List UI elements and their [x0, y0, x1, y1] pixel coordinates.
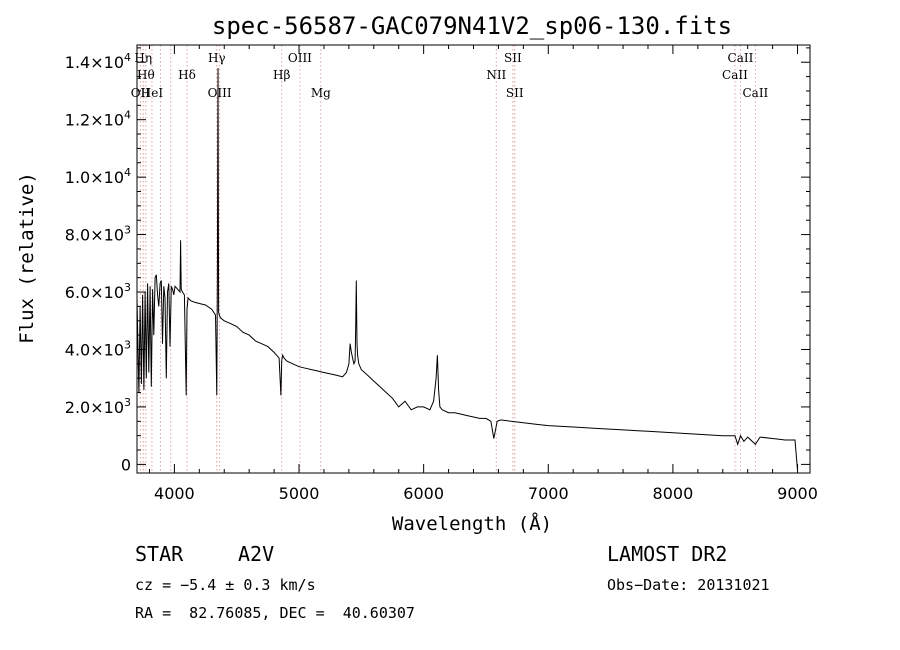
spectrum-series-line: [136, 67, 798, 471]
line-label: NII: [486, 68, 506, 82]
line-label: OIII: [288, 51, 312, 65]
line-label: Hγ: [208, 51, 226, 65]
x-tick-label: 4000: [154, 484, 195, 503]
survey-name: LAMOST DR2: [607, 542, 728, 566]
line-label: Hβ: [273, 68, 290, 82]
object-type: STAR: [135, 542, 184, 566]
line-label: CaII: [722, 68, 748, 82]
line-label: CaII: [742, 86, 768, 100]
line-label: Hθ: [137, 68, 155, 82]
x-axis-label: Wavelength (Å): [392, 512, 552, 535]
ra-dec-coordinates: RA = 82.76085, DEC = 40.60307: [135, 604, 415, 622]
line-label: SII: [506, 86, 524, 100]
y-tick-label: 1.2×104: [65, 109, 131, 130]
x-tick-label: 5000: [279, 484, 320, 503]
y-tick-label: 1.0×104: [65, 166, 131, 187]
y-tick-label: 2.0×103: [65, 396, 131, 417]
line-label: OIII: [208, 86, 232, 100]
x-tick-label: 8000: [653, 484, 694, 503]
line-label: HeI: [141, 86, 164, 100]
y-tick-label: 1.4×104: [65, 51, 131, 72]
y-tick-label: 4.0×103: [65, 338, 131, 359]
line-label: OII: [131, 86, 151, 100]
line-marker-layer: [139, 45, 756, 473]
line-label-layer: OIIHηHθHeIHδHγOIIIHβOIIIMgNIISIISIICaIIC…: [131, 51, 769, 100]
plot-frame: [136, 44, 811, 474]
x-tick-label: 6000: [403, 484, 444, 503]
y-tick-label: 0: [121, 455, 131, 474]
observation-date: Obs−Date: 20131021: [607, 576, 770, 594]
object-subclass: A2V: [238, 542, 275, 566]
x-tick-label: 9000: [777, 484, 818, 503]
line-label: Mg: [311, 86, 331, 100]
line-label: Hδ: [178, 68, 196, 82]
y-tick-label: 6.0×103: [65, 281, 131, 302]
line-label: SII: [504, 51, 522, 65]
y-axis-label: Flux (relative): [16, 172, 38, 344]
axes: 4000 5000 6000 7000 8000 9000 0 2.0×103 4.0×103 6…: [65, 44, 818, 503]
line-label: CaII: [728, 51, 754, 65]
y-tick-label: 8.0×103: [65, 224, 131, 245]
redshift-cz: cz = −5.4 ± 0.3 km/s: [135, 576, 316, 594]
x-tick-label: 7000: [528, 484, 569, 503]
line-label: Hη: [134, 51, 152, 65]
chart-title: spec-56587-GAC079N41V2_sp06-130.fits: [212, 12, 732, 40]
